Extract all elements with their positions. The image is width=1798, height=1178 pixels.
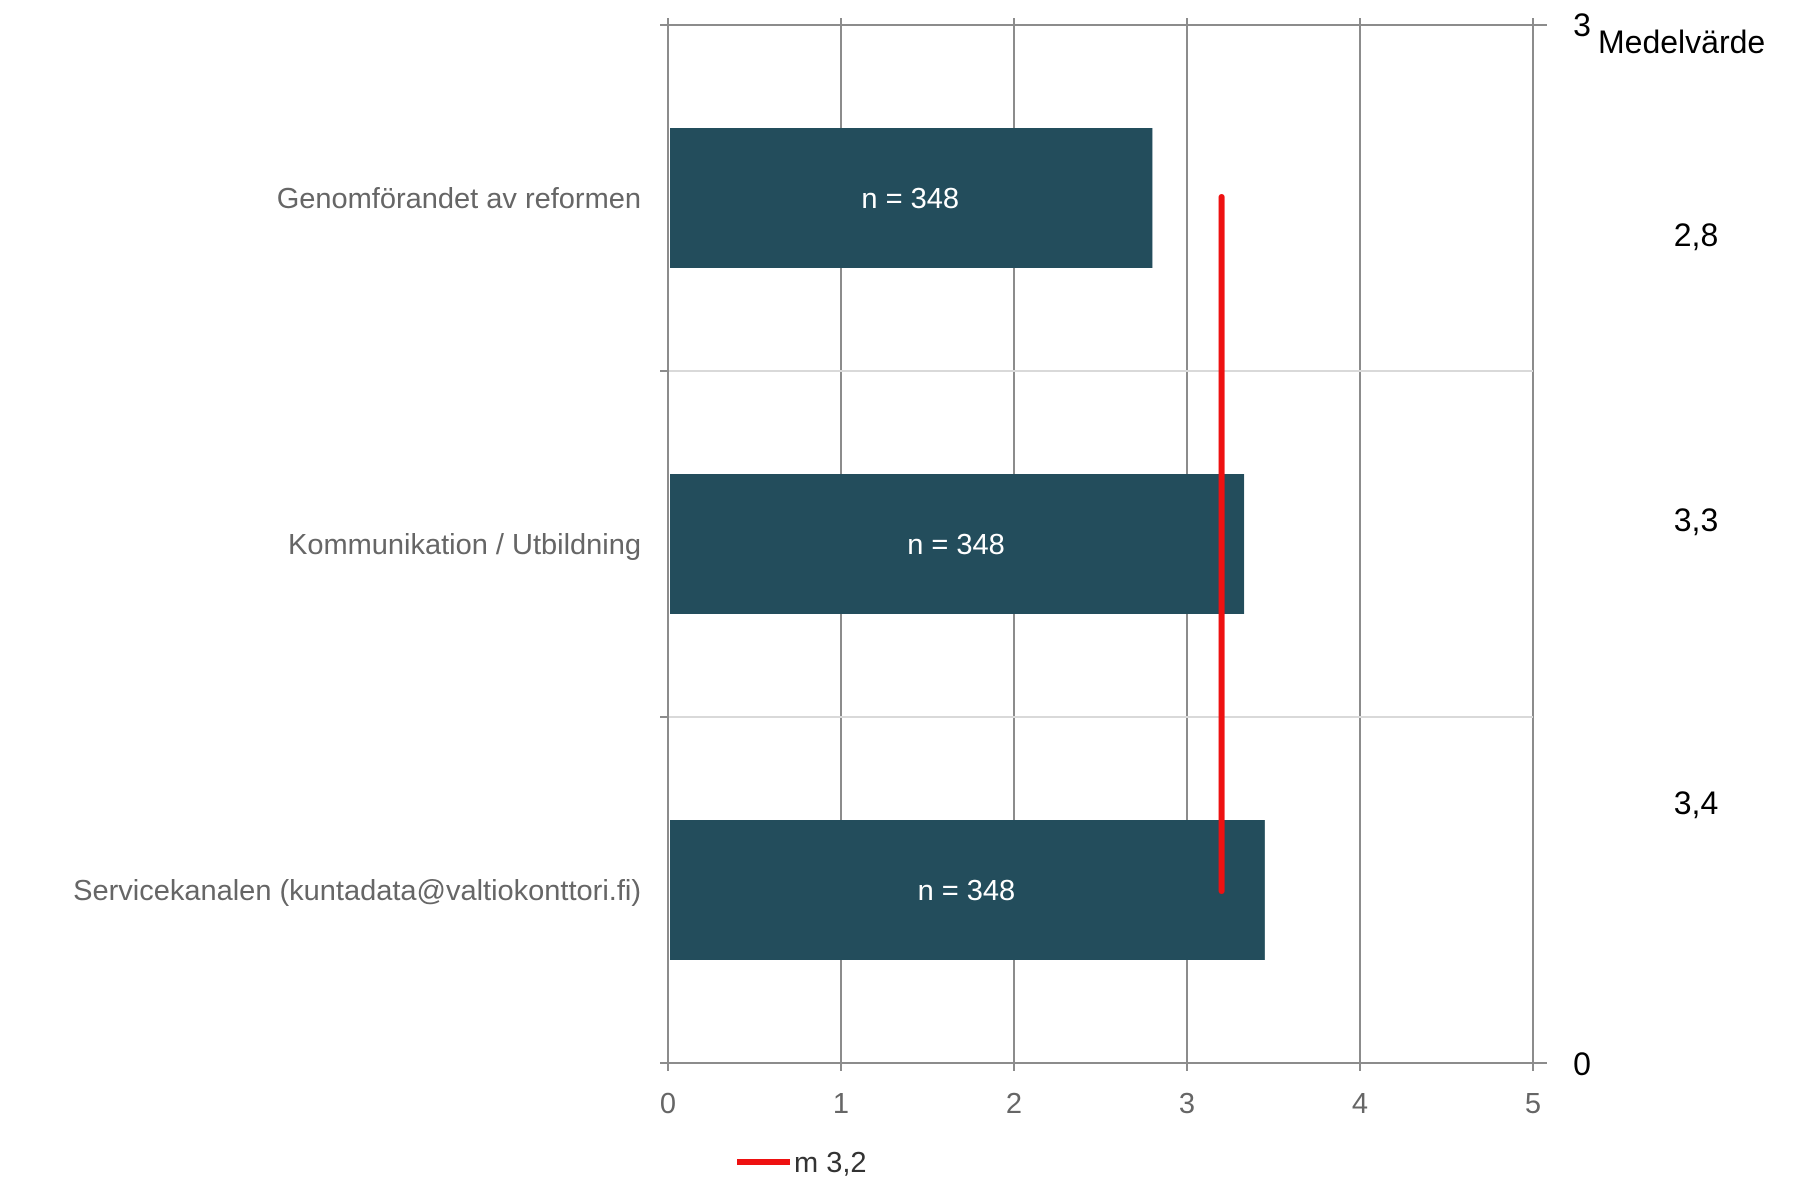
x-tick-label: 1 bbox=[833, 1088, 849, 1120]
bars bbox=[670, 128, 1265, 960]
category-label: Servicekanalen (kuntadata@valtiokonttori… bbox=[73, 875, 641, 907]
x-tick-label: 0 bbox=[660, 1088, 676, 1120]
x-tick-label: 4 bbox=[1352, 1088, 1368, 1120]
axes bbox=[660, 18, 1547, 1071]
x-tick-label: 5 bbox=[1525, 1088, 1541, 1120]
bar-data-label: n = 348 bbox=[907, 529, 1005, 561]
mean-value-label: 3,3 bbox=[1674, 502, 1718, 538]
legend-label: m 3,2 bbox=[794, 1147, 867, 1178]
bar bbox=[670, 128, 1153, 268]
bar bbox=[670, 474, 1245, 614]
bar-data-label: n = 348 bbox=[861, 183, 959, 215]
mean-value-label: 2,8 bbox=[1674, 217, 1718, 253]
x-tick-label: 2 bbox=[1006, 1088, 1022, 1120]
category-label: Genomförandet av reformen bbox=[277, 183, 641, 215]
bar-data-label: n = 348 bbox=[918, 875, 1016, 907]
mean-value-label: 3,4 bbox=[1674, 785, 1718, 821]
labels: 0 1 2 3 4 5 n = 348 Genomförandet av reformen 2,… bbox=[73, 7, 1765, 1178]
bar bbox=[670, 820, 1265, 960]
right-axis-top-tick: 3 bbox=[1573, 7, 1591, 43]
category-label: Kommunikation / Utbildning bbox=[288, 529, 641, 561]
x-tick-label: 3 bbox=[1179, 1088, 1195, 1120]
right-axis-title: Medelvärde bbox=[1598, 24, 1765, 60]
right-axis-bottom-tick: 0 bbox=[1573, 1046, 1591, 1082]
